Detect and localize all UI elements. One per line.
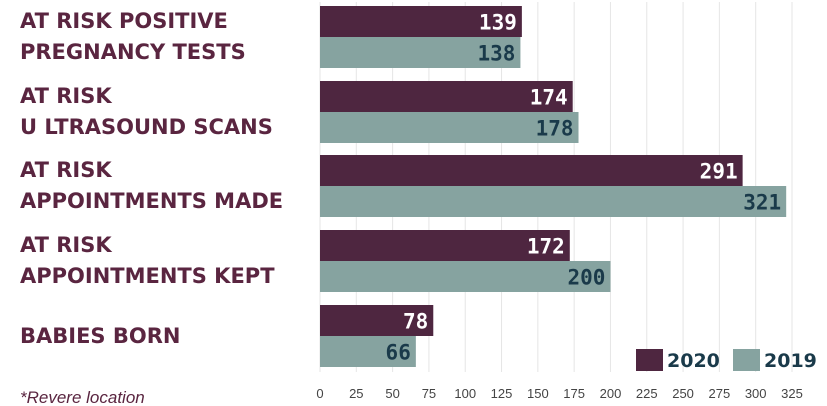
bar-2020-0 xyxy=(320,6,522,37)
data-label: 66 xyxy=(386,341,411,365)
data-label: 172 xyxy=(527,235,565,259)
category-label: AT RISK xyxy=(20,84,112,108)
x-tick-label: 175 xyxy=(563,386,585,401)
bar-2020-4 xyxy=(320,305,434,336)
data-label: 200 xyxy=(568,266,606,290)
x-tick-label: 250 xyxy=(672,386,694,401)
footnote: *Revere location xyxy=(20,388,145,406)
x-tick-label: 325 xyxy=(781,386,803,401)
legend-label-2019: 2019 xyxy=(764,350,817,372)
x-axis-ticks: 0 25 50 75 100 125 150 175 200 225 250 275 300 325 xyxy=(316,386,802,401)
legend-swatch-2020 xyxy=(636,349,663,371)
bar-2020-1 xyxy=(320,81,573,112)
category-label: PREGNANCY TESTS xyxy=(20,40,246,64)
x-tick-label: 0 xyxy=(316,386,323,401)
category-label: AT RISK POSITIVE xyxy=(20,9,228,33)
category-labels: AT RISK POSITIVE PREGNANCY TESTS AT RISK U … xyxy=(20,9,283,348)
x-tick-label: 75 xyxy=(422,386,436,401)
legend-label-2020: 2020 xyxy=(667,350,720,372)
x-tick-label: 150 xyxy=(527,386,549,401)
bars: 139 174 291 172 78 138 178 321 200 66 xyxy=(320,6,787,367)
data-label: 178 xyxy=(536,117,574,141)
bar-2019-0 xyxy=(320,37,521,68)
x-tick-label: 50 xyxy=(385,386,399,401)
data-label: 321 xyxy=(743,191,781,215)
x-tick-label: 275 xyxy=(709,386,731,401)
bar-2019-1 xyxy=(320,112,579,143)
legend-swatch-2019 xyxy=(733,349,760,371)
data-label: 174 xyxy=(530,86,568,110)
bar-2019-3 xyxy=(320,261,611,292)
legend: 2020 2019 xyxy=(636,349,817,372)
data-label: 78 xyxy=(403,310,428,334)
category-label: AT RISK xyxy=(20,158,112,182)
x-tick-label: 225 xyxy=(636,386,658,401)
category-label: BABIES BORN xyxy=(20,324,180,348)
x-tick-label: 25 xyxy=(349,386,363,401)
bar-2019-2 xyxy=(320,186,787,217)
bar-2020-2 xyxy=(320,155,743,186)
x-tick-label: 200 xyxy=(600,386,622,401)
bar-2020-3 xyxy=(320,230,570,261)
data-label: 291 xyxy=(700,160,738,184)
category-label: AT RISK xyxy=(20,233,112,257)
bar-2019-4 xyxy=(320,336,416,367)
x-tick-label: 300 xyxy=(745,386,767,401)
category-label: APPOINTMENTS KEPT xyxy=(20,264,275,288)
data-label: 138 xyxy=(477,42,515,66)
data-label: 139 xyxy=(479,11,517,35)
x-tick-label: 125 xyxy=(491,386,513,401)
x-tick-label: 100 xyxy=(454,386,476,401)
category-label: U LTRASOUND SCANS xyxy=(20,115,273,139)
category-label: APPOINTMENTS MADE xyxy=(20,189,283,213)
